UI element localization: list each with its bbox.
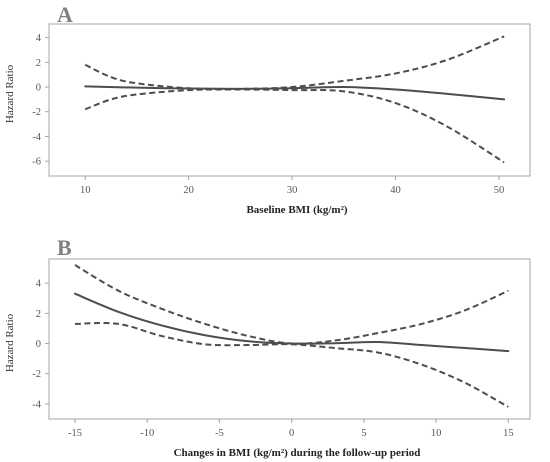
- panel-b-x-tick-label: 15: [503, 428, 514, 439]
- panel-a-x-tick-label: 10: [80, 185, 91, 196]
- plot-b-area: 4 2 0 -2 -4 -15 -10 -5 0 5 10 15: [32, 258, 531, 439]
- panel-a-y-tick-label: -4: [32, 132, 41, 143]
- panel-a-y-tick-label: 0: [36, 83, 41, 94]
- panel-b-x-tick-label: -5: [215, 428, 224, 439]
- panel-a-y-axis-label: Hazard Ratio: [4, 64, 16, 123]
- panel-b-upper-ci-line: [74, 264, 509, 345]
- panel-a-plot-frame: [48, 23, 531, 177]
- panel-b-plot-frame: [48, 258, 531, 420]
- panel-b-x-tick-label: -10: [140, 428, 154, 439]
- panel-b-x-tick-label: -15: [68, 428, 82, 439]
- panel-b-x-axis-label: Changes in BMI (kg/m²) during the follow…: [174, 447, 421, 459]
- panel-b-y-tick-label: -4: [32, 399, 41, 410]
- panel-a-letter: A: [57, 2, 73, 27]
- panel-a-y-tick-label: -2: [32, 107, 41, 118]
- panel-a-x-tick-label: 40: [390, 185, 401, 196]
- panel-a: A 420-2-4-610 20 30 40 50 Hazard Ratio Basel…: [4, 2, 531, 216]
- panel-b-y-axis-label: Hazard Ratio: [4, 313, 16, 372]
- panel-a-estimate-line: [84, 85, 506, 101]
- panel-b-y-tick-label: 0: [36, 339, 41, 350]
- plot-a-area: 420-2-4-610 20 30 40 50: [32, 23, 531, 196]
- panel-a-y-tick-label: -6: [32, 157, 41, 168]
- panel-b: B 4 2 0 -2 -4 -15 -10 -5 0 5 10 15 Hazard Ratio Cha…: [4, 235, 531, 459]
- panel-a-x-tick-label: 20: [183, 185, 194, 196]
- panel-b-y-tick-label: 4: [36, 279, 42, 290]
- panel-a-x-tick-label: 50: [494, 185, 505, 196]
- panel-a-y-tick-label: 2: [36, 58, 41, 69]
- panel-b-estimate-line: [74, 292, 510, 353]
- panel-a-x-tick-label: 30: [287, 185, 298, 196]
- panel-a-y-tick-label: 4: [36, 33, 42, 44]
- panel-b-x-tick-label: 0: [289, 428, 294, 439]
- panel-b-letter: B: [57, 235, 72, 260]
- panel-b-y-tick-label: -2: [32, 369, 41, 380]
- panel-a-x-axis-label: Baseline BMI (kg/m²): [246, 204, 347, 216]
- panel-a-upper-ci-line: [84, 35, 505, 91]
- panel-b-y-tick-label: 2: [36, 309, 41, 320]
- panel-b-x-tick-label: 5: [361, 428, 366, 439]
- panel-b-lower-ci-line: [74, 322, 509, 408]
- panel-b-x-tick-label: 10: [431, 428, 442, 439]
- panel-a-lower-ci-line: [84, 88, 505, 164]
